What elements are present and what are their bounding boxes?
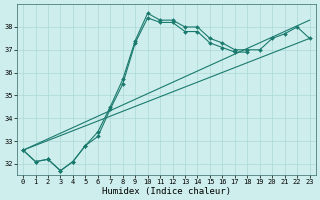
X-axis label: Humidex (Indice chaleur): Humidex (Indice chaleur) — [102, 187, 231, 196]
